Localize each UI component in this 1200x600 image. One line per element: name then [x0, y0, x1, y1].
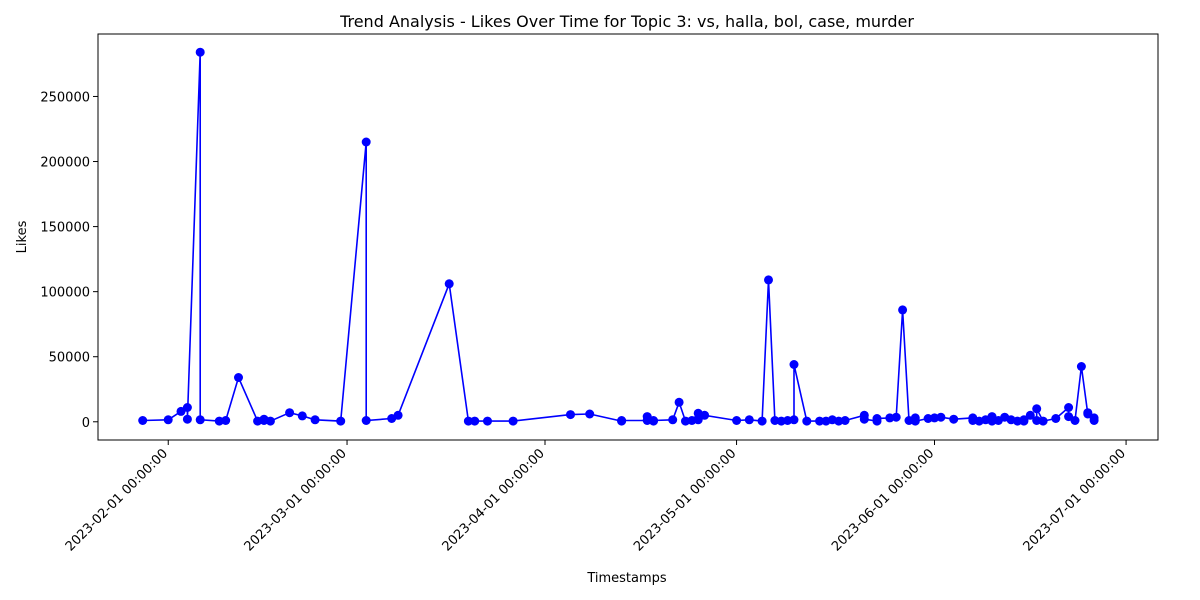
- data-point-70: [949, 414, 959, 424]
- data-point-93: [1083, 408, 1093, 418]
- data-point-5: [195, 47, 205, 57]
- data-point-25: [483, 416, 492, 426]
- data-point-45: [764, 275, 773, 285]
- data-point-19: [361, 416, 371, 425]
- data-point-60: [872, 414, 882, 423]
- data-point-49: [789, 415, 799, 425]
- y-axis-label: Likes: [15, 220, 30, 253]
- data-point-42: [732, 416, 742, 425]
- data-point-69: [936, 412, 946, 422]
- data-point-0: [138, 416, 148, 425]
- data-point-1: [163, 415, 173, 425]
- data-point-52: [815, 416, 825, 426]
- data-point-66: [910, 416, 920, 426]
- data-point-58: [859, 414, 869, 424]
- data-point-83: [1025, 410, 1035, 420]
- data-point-91: [1076, 362, 1086, 371]
- data-point-44: [757, 416, 767, 426]
- data-point-40: [693, 415, 703, 425]
- data-point-62: [891, 412, 901, 422]
- data-point-22: [444, 279, 454, 289]
- x-tick-label-3: 2023-05-01 00:00:00: [631, 446, 739, 554]
- data-point-35: [668, 415, 678, 425]
- y-tick-label-1: 50000: [49, 351, 90, 366]
- data-point-95: [1089, 413, 1099, 423]
- data-point-6: [195, 415, 205, 425]
- data-point-90: [1070, 416, 1080, 425]
- data-point-27: [566, 410, 575, 420]
- data-point-82: [1019, 416, 1029, 426]
- data-point-86: [1038, 416, 1048, 426]
- data-point-30: [617, 416, 627, 425]
- data-point-18: [361, 137, 371, 147]
- data-point-51: [802, 416, 812, 426]
- plot-area: [97, 33, 1159, 441]
- chart-title: Trend Analysis - Likes Over Time for Top…: [339, 12, 914, 31]
- x-axis: 2023-02-01 00:00:00 2023-03-01 00:00:00 20…: [63, 440, 1129, 554]
- data-point-3: [182, 403, 192, 412]
- data-point-24: [470, 416, 480, 426]
- data-point-23: [463, 416, 473, 426]
- y-tick-label-0: 0: [82, 416, 90, 431]
- data-point-50: [789, 360, 799, 369]
- data-point-56: [840, 416, 850, 425]
- y-tick-label-2: 100000: [40, 286, 90, 301]
- data-point-9: [234, 373, 243, 382]
- plot-frame: [97, 33, 1159, 441]
- data-point-41: [700, 410, 710, 420]
- data-point-17: [336, 416, 346, 426]
- data-point-15: [297, 411, 307, 421]
- x-tick-label-5: 2023-07-01 00:00:00: [1021, 446, 1129, 554]
- data-point-4: [182, 414, 192, 424]
- x-tick-label-0: 2023-02-01 00:00:00: [63, 446, 171, 554]
- data-point-14: [285, 408, 295, 418]
- y-tick-label-3: 150000: [40, 221, 90, 236]
- data-point-28: [585, 409, 595, 419]
- x-axis-label: Timestamps: [586, 571, 667, 586]
- data-point-21: [393, 410, 403, 420]
- data-point-16: [310, 415, 320, 425]
- data-point-8: [221, 416, 231, 425]
- data-point-43: [744, 415, 754, 425]
- series-layer: [138, 47, 1099, 426]
- data-point-26: [508, 416, 518, 426]
- data-point-85: [1032, 404, 1042, 414]
- x-tick-label-2: 2023-04-01 00:00:00: [440, 446, 548, 554]
- x-tick-label-1: 2023-03-01 00:00:00: [242, 446, 350, 554]
- data-point-87: [1051, 414, 1061, 423]
- data-point-13: [265, 416, 275, 426]
- data-point-36: [674, 397, 684, 407]
- y-tick-label-4: 200000: [40, 156, 90, 171]
- x-tick-label-4: 2023-06-01 00:00:00: [829, 446, 937, 554]
- y-tick-label-5: 250000: [40, 90, 90, 105]
- data-point-34: [649, 416, 658, 425]
- y-axis: 0 50000 100000 150000 200000 250000: [40, 90, 98, 431]
- data-point-63: [898, 305, 908, 315]
- data-point-88: [1064, 403, 1074, 412]
